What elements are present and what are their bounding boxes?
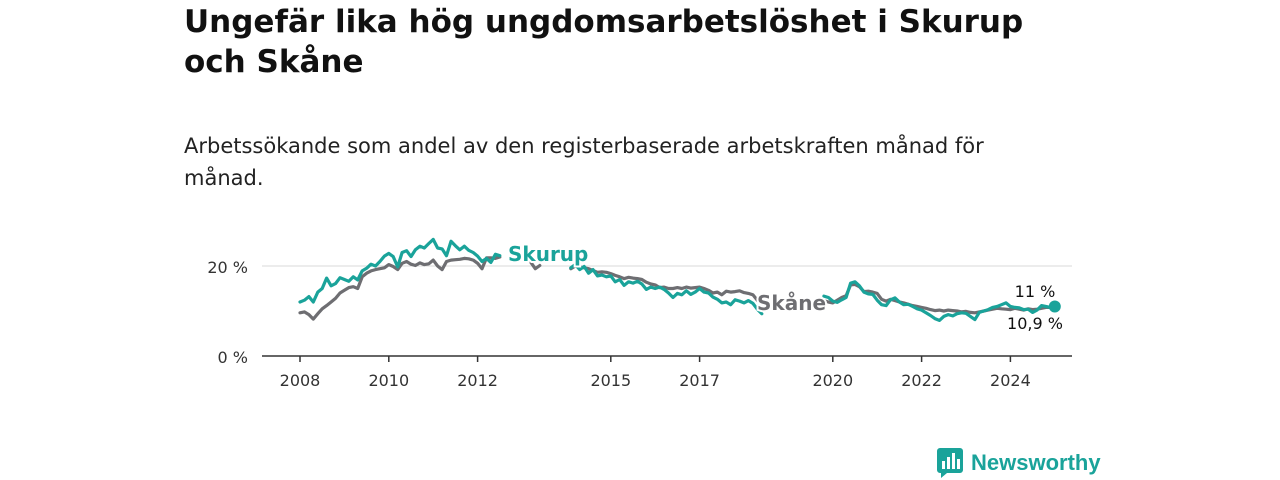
end-value-label-skane: 10,9 % [1007, 314, 1063, 333]
x-tick-label: 2012 [457, 371, 498, 390]
x-tick-label: 2017 [679, 371, 720, 390]
series-lines [298, 237, 1061, 322]
end-value-label-skurup: 11 % [1015, 282, 1056, 301]
brand-name: Newsworthy [971, 450, 1101, 475]
x-tick-label: 2022 [901, 371, 942, 390]
series-end-marker-skurup [1048, 300, 1061, 313]
chart-title: Ungefär lika hög ungdomsarbetslöshet i S… [184, 4, 1024, 80]
x-tick-label: 2024 [990, 371, 1031, 390]
gridlines: 0 % 20 % [207, 258, 1072, 367]
series-line-skane [529, 260, 542, 271]
y-tick-label: 0 % [218, 348, 248, 367]
series-line-skane [298, 255, 502, 321]
newsworthy-logo[interactable]: Newsworthy [937, 448, 1101, 478]
y-tick-label: 20 % [207, 258, 248, 277]
series-line-skurup [822, 280, 1057, 322]
x-tick-label: 2008 [280, 371, 321, 390]
x-axis: 2008 2010 2012 2015 2017 2020 2022 2024 [262, 355, 1072, 390]
x-tick-label: 2020 [812, 371, 853, 390]
chart-subtitle: Arbetssökande som andel av den registerb… [184, 134, 984, 190]
series-label-skane: Skåne [757, 291, 826, 315]
x-tick-label: 2010 [368, 371, 409, 390]
series-line-skurup [569, 263, 764, 316]
series-line-skane [569, 264, 764, 305]
series-label-skurup: Skurup [508, 242, 588, 266]
labels: Skurup Skåne 11 % 10,9 % [506, 240, 1065, 335]
series-line-skurup [298, 237, 502, 304]
x-tick-label: 2015 [590, 371, 631, 390]
bar-chart-icon [937, 448, 963, 478]
